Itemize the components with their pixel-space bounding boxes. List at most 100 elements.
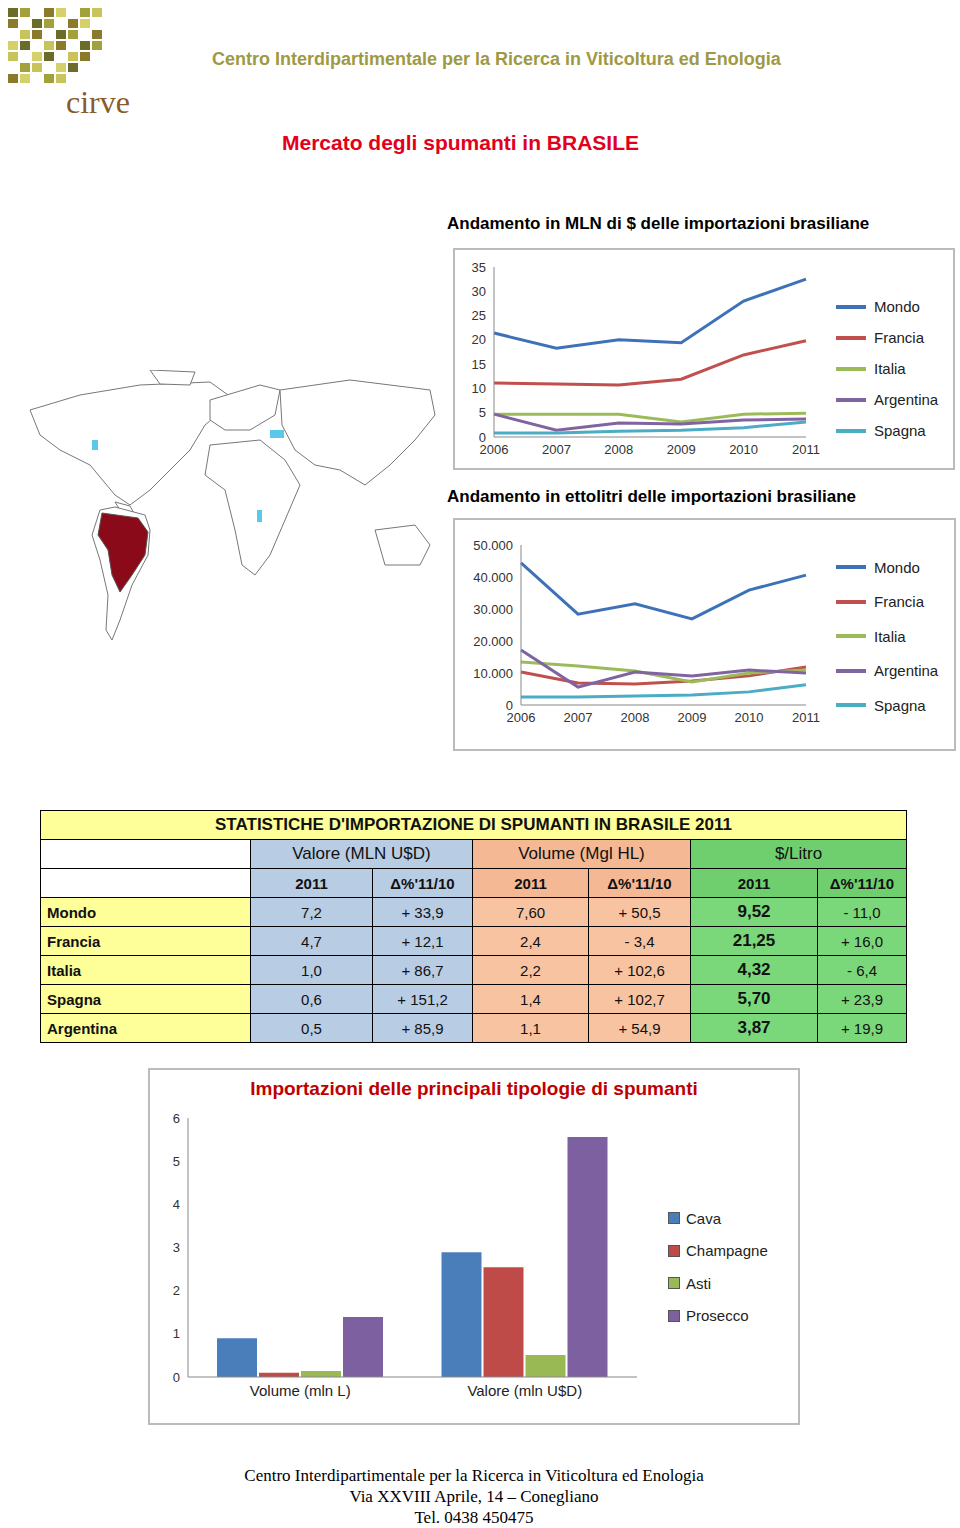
html-text:+ 102,6: + 102,6 bbox=[614, 961, 665, 979]
svg-text:5: 5 bbox=[173, 1154, 180, 1169]
html-text:1,1: 1,1 bbox=[520, 1019, 541, 1037]
html-text:cirve: cirve bbox=[66, 84, 130, 120]
svg-text:40.000: 40.000 bbox=[473, 570, 513, 585]
html-text:21,25: 21,25 bbox=[732, 931, 776, 950]
svg-text:10: 10 bbox=[472, 381, 486, 396]
html-text:Argentina: Argentina bbox=[874, 391, 939, 408]
html-text:Italia: Italia bbox=[874, 627, 906, 645]
svg-text:2010: 2010 bbox=[729, 442, 758, 457]
svg-text:4: 4 bbox=[173, 1197, 180, 1212]
svg-text:6: 6 bbox=[173, 1111, 180, 1126]
html-text:Centro Interdipartimentale per: Centro Interdipartimentale per la Ricerc… bbox=[244, 1466, 704, 1485]
svg-text:30.000: 30.000 bbox=[473, 602, 513, 617]
html-text:Mondo: Mondo bbox=[874, 558, 920, 576]
svg-text:0: 0 bbox=[479, 430, 486, 445]
svg-text:15: 15 bbox=[472, 357, 486, 372]
svg-text:2009: 2009 bbox=[678, 710, 707, 725]
svg-text:2007: 2007 bbox=[564, 710, 593, 725]
html-text:Francia: Francia bbox=[874, 593, 924, 611]
html-text:2011: 2011 bbox=[737, 874, 771, 892]
html-text:7,60: 7,60 bbox=[515, 903, 546, 921]
html-text:Francia: Francia bbox=[874, 329, 924, 346]
html-text:Mondo: Mondo bbox=[47, 903, 97, 921]
html-text:Spagna: Spagna bbox=[874, 696, 926, 714]
html-text:+ 85,9: + 85,9 bbox=[401, 1019, 444, 1037]
svg-text:20: 20 bbox=[472, 332, 486, 347]
html-text:Prosecco: Prosecco bbox=[686, 1307, 749, 1325]
html-text:+ 86,7: + 86,7 bbox=[401, 961, 444, 979]
html-text:0,6: 0,6 bbox=[301, 990, 322, 1008]
html-text:+ 33,9: + 33,9 bbox=[401, 903, 444, 921]
html-text:9,52: 9,52 bbox=[737, 902, 771, 921]
svg-text:50.000: 50.000 bbox=[473, 538, 513, 553]
html-text:2011: 2011 bbox=[514, 874, 547, 892]
html-text:Champagne: Champagne bbox=[686, 1242, 768, 1260]
html-text:Mercato degli spumanti in BRAS: Mercato degli spumanti in BRASILE bbox=[282, 131, 639, 154]
html-text:Mondo: Mondo bbox=[874, 298, 920, 315]
svg-text:Valore (mln U$D): Valore (mln U$D) bbox=[467, 1382, 582, 1399]
html-text:7,2: 7,2 bbox=[301, 903, 322, 921]
html-text:3,87: 3,87 bbox=[737, 1018, 771, 1037]
html-text:Δ%'11/10: Δ%'11/10 bbox=[607, 874, 672, 892]
html-text:Andamento in ettolitri delle i: Andamento in ettolitri delle importazion… bbox=[447, 487, 856, 506]
svg-text:2011: 2011 bbox=[792, 442, 820, 457]
html-text:Francia: Francia bbox=[47, 932, 101, 950]
html-text:Italia: Italia bbox=[47, 961, 82, 979]
html-text:+ 50,5: + 50,5 bbox=[618, 903, 661, 921]
html-text:Importazioni delle principali: Importazioni delle principali tipologie … bbox=[250, 1078, 698, 1099]
html-text:Tel. 0438 450475: Tel. 0438 450475 bbox=[414, 1508, 534, 1527]
html-text:Asti: Asti bbox=[686, 1274, 711, 1292]
html-text:+ 54,9: + 54,9 bbox=[618, 1019, 661, 1037]
html-text:Δ%'11/10: Δ%'11/10 bbox=[390, 874, 455, 892]
svg-text:25: 25 bbox=[472, 308, 486, 323]
html-text:+ 19,9: + 19,9 bbox=[840, 1019, 884, 1037]
svg-text:2008: 2008 bbox=[621, 710, 650, 725]
svg-text:0: 0 bbox=[173, 1370, 180, 1385]
html-text:Volume (Mgl HL): Volume (Mgl HL) bbox=[518, 844, 645, 863]
svg-text:1: 1 bbox=[173, 1326, 180, 1341]
html-text:2011: 2011 bbox=[295, 874, 328, 892]
svg-text:2007: 2007 bbox=[542, 442, 571, 457]
svg-text:3: 3 bbox=[173, 1240, 180, 1255]
html-text:4,7: 4,7 bbox=[301, 932, 322, 950]
svg-text:10.000: 10.000 bbox=[473, 666, 513, 681]
html-text:1,4: 1,4 bbox=[520, 990, 541, 1008]
html-text:+ 12,1: + 12,1 bbox=[401, 932, 444, 950]
html-text:Valore (MLN U$D): Valore (MLN U$D) bbox=[292, 844, 431, 863]
html-text:Italia: Italia bbox=[874, 360, 906, 377]
svg-text:2010: 2010 bbox=[735, 710, 764, 725]
svg-text:2008: 2008 bbox=[604, 442, 633, 457]
svg-text:2011: 2011 bbox=[792, 710, 820, 725]
html-text:Andamento in MLN di $ delle im: Andamento in MLN di $ delle importazioni… bbox=[447, 214, 870, 233]
html-text:Argentina: Argentina bbox=[874, 662, 939, 680]
html-text:- 11,0: - 11,0 bbox=[843, 903, 881, 921]
svg-text:5: 5 bbox=[479, 405, 486, 420]
svg-text:20.000: 20.000 bbox=[473, 634, 513, 649]
html-text:$/Litro: $/Litro bbox=[774, 844, 823, 863]
html-text:+ 151,2: + 151,2 bbox=[397, 990, 448, 1008]
svg-text:Volume (mln L): Volume (mln L) bbox=[250, 1382, 351, 1399]
html-text:2,2: 2,2 bbox=[520, 961, 541, 979]
svg-text:35: 35 bbox=[472, 260, 486, 275]
html-text:Cava: Cava bbox=[686, 1209, 721, 1227]
html-text:+ 102,7: + 102,7 bbox=[614, 990, 665, 1008]
svg-text:0: 0 bbox=[506, 698, 513, 713]
html-text:+ 16,0: + 16,0 bbox=[840, 932, 884, 950]
html-text:STATISTICHE D'IMPORTAZIONE DI: STATISTICHE D'IMPORTAZIONE DI SPUMANTI I… bbox=[215, 815, 732, 834]
html-text:0,5: 0,5 bbox=[301, 1019, 322, 1037]
html-text:Via XXVIII Aprile, 14 – Conegl: Via XXVIII Aprile, 14 – Conegliano bbox=[349, 1487, 599, 1506]
html-text:- 3,4: - 3,4 bbox=[624, 932, 655, 950]
html-text:Centro Interdipartimentale per: Centro Interdipartimentale per la Ricerc… bbox=[212, 49, 781, 69]
svg-text:30: 30 bbox=[472, 284, 486, 299]
html-text:4,32: 4,32 bbox=[737, 960, 771, 979]
html-text:- 6,4: - 6,4 bbox=[847, 961, 877, 979]
html-text:2,4: 2,4 bbox=[520, 932, 541, 950]
html-text:Argentina: Argentina bbox=[47, 1019, 117, 1037]
svg-text:2009: 2009 bbox=[667, 442, 696, 457]
svg-text:2: 2 bbox=[173, 1283, 180, 1298]
html-text:+ 23,9: + 23,9 bbox=[840, 990, 884, 1008]
html-text:1,0: 1,0 bbox=[301, 961, 322, 979]
html-text:Δ%'11/10: Δ%'11/10 bbox=[829, 874, 895, 892]
html-text:5,70: 5,70 bbox=[737, 989, 771, 1008]
html-text:Spagna: Spagna bbox=[47, 990, 102, 1008]
